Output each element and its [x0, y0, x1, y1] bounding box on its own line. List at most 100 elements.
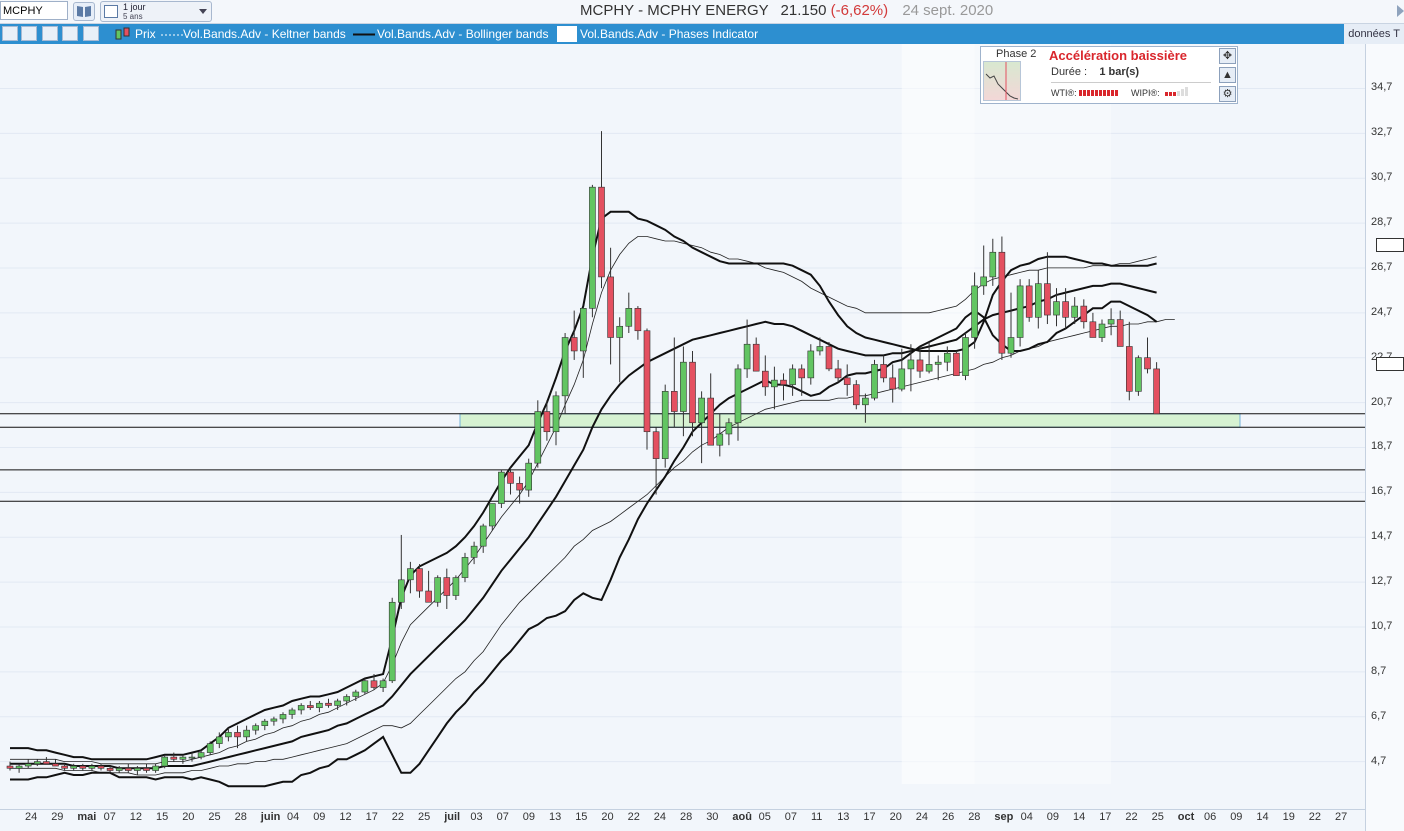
phases-color-swatch	[557, 26, 577, 42]
x-tick-label: 28	[968, 811, 981, 823]
candle	[70, 765, 77, 769]
text-tool-icon[interactable]	[62, 26, 78, 41]
x-tick-label: 14	[1256, 811, 1269, 823]
candle	[752, 343, 760, 372]
collapse-icon[interactable]: ▲	[1219, 67, 1236, 83]
window-icon[interactable]	[83, 26, 99, 41]
y-tick-label: 18,7	[1371, 440, 1393, 453]
phase-title: Accélération baissière	[1049, 48, 1188, 63]
y-tick-label: 12,7	[1371, 575, 1393, 588]
candle	[579, 308, 587, 352]
x-tick-label: 12	[129, 811, 143, 823]
book-icon[interactable]	[73, 2, 95, 21]
candle	[780, 379, 787, 385]
y-tick-label: 10,7	[1371, 619, 1393, 632]
candle	[379, 680, 387, 688]
scroll-right-icon[interactable]	[1397, 5, 1404, 17]
candle-legend-icon	[115, 27, 130, 40]
candle	[325, 702, 332, 706]
ticker-input[interactable]: MCPHY	[0, 1, 68, 20]
candle	[125, 767, 132, 771]
candle	[643, 330, 651, 433]
candle	[479, 525, 487, 547]
x-tick-label: 24	[915, 811, 929, 823]
candle	[1135, 357, 1142, 392]
phase-panel: Phase 2 Accélération baissière Durée : 1…	[980, 46, 1238, 104]
legend-phases[interactable]: Vol.Bands.Adv - Phases Indicator	[580, 27, 759, 41]
x-tick-label: 03	[470, 811, 483, 823]
x-tick-label: 07	[103, 811, 116, 823]
candle	[1007, 337, 1015, 354]
x-tick-label: 09	[1230, 811, 1243, 823]
legend-prix[interactable]: Prix	[135, 27, 156, 41]
quote-date: 24 sept. 2020	[902, 2, 994, 19]
y-tick-label: 4,7	[1371, 754, 1387, 767]
bollinger-lower-line	[10, 300, 1158, 788]
price-chart[interactable]	[0, 44, 1365, 831]
candle	[407, 568, 414, 581]
candle	[188, 756, 196, 759]
candle	[1080, 305, 1088, 323]
candle	[306, 705, 314, 709]
candle	[734, 368, 742, 424]
candle	[943, 352, 951, 363]
candle	[434, 577, 442, 603]
price-marker-lower	[1376, 357, 1404, 371]
candle	[61, 765, 68, 769]
x-tick-label: 07	[496, 811, 509, 823]
candle	[425, 590, 432, 603]
candle	[261, 720, 269, 726]
candle	[871, 364, 878, 399]
candle	[625, 308, 633, 327]
solid-line-icon	[353, 33, 375, 36]
top-toolbar: MCPHY 1 jour 5 ans MCPHY - MCPHY ENERGY …	[0, 0, 1404, 24]
candle	[761, 370, 769, 388]
candle	[52, 763, 59, 767]
y-tick-label: 16,7	[1371, 485, 1393, 498]
candle	[971, 285, 978, 338]
candle	[33, 761, 41, 765]
candle	[534, 411, 542, 464]
candle	[97, 765, 105, 769]
x-tick-label: 20	[601, 811, 614, 823]
chart-area[interactable]: 24 29 mai 07 12 15 20 25 28 juin 04 09 12 17 22 25 juil 0…	[0, 44, 1365, 831]
price-change: (-6,62%)	[830, 2, 889, 19]
data-button[interactable]: données T	[1344, 24, 1404, 44]
last-price: 21.150	[780, 2, 827, 19]
period-selector[interactable]: 1 jour 5 ans	[100, 1, 212, 22]
candle	[552, 395, 560, 433]
x-tick-label: 29	[51, 811, 64, 823]
candle	[725, 422, 733, 435]
period-interval: 1 jour	[123, 2, 146, 12]
settings-icon[interactable]: ⚙	[1219, 86, 1236, 102]
phase-divider	[1051, 82, 1211, 83]
candle	[1044, 283, 1051, 316]
y-tick-label: 6,7	[1371, 709, 1387, 722]
x-tick-label: 30	[706, 811, 719, 823]
candle	[343, 696, 351, 702]
candle	[24, 763, 32, 767]
candle	[288, 709, 296, 715]
x-tick-label: 17	[1099, 811, 1112, 823]
wave-icon[interactable]	[42, 26, 58, 41]
candle	[416, 568, 423, 592]
bollinger-mid-line	[10, 282, 1157, 770]
x-tick-label: 24	[25, 811, 38, 823]
candle	[270, 718, 278, 722]
x-tick-label: 28	[680, 811, 693, 823]
indicator-icon[interactable]	[21, 26, 37, 41]
x-tick-month-label: aoû	[732, 811, 752, 823]
legend-bollinger[interactable]: Vol.Bands.Adv - Bollinger bands	[377, 27, 549, 41]
wipi-label: WIPI®:	[1131, 88, 1160, 98]
move-icon[interactable]: ✥	[1219, 48, 1236, 64]
x-tick-month-label: mai	[77, 811, 97, 823]
x-tick-label: 25	[1151, 811, 1164, 823]
candle	[488, 503, 496, 527]
x-tick-month-label: juil	[444, 811, 461, 823]
y-tick-label: 20,7	[1371, 395, 1393, 408]
x-tick-label: 22	[391, 811, 405, 823]
candle	[698, 397, 705, 424]
tools-icon[interactable]	[2, 26, 18, 41]
x-tick-label: 20	[182, 811, 195, 823]
legend-keltner[interactable]: Vol.Bands.Adv - Keltner bands	[183, 27, 346, 41]
